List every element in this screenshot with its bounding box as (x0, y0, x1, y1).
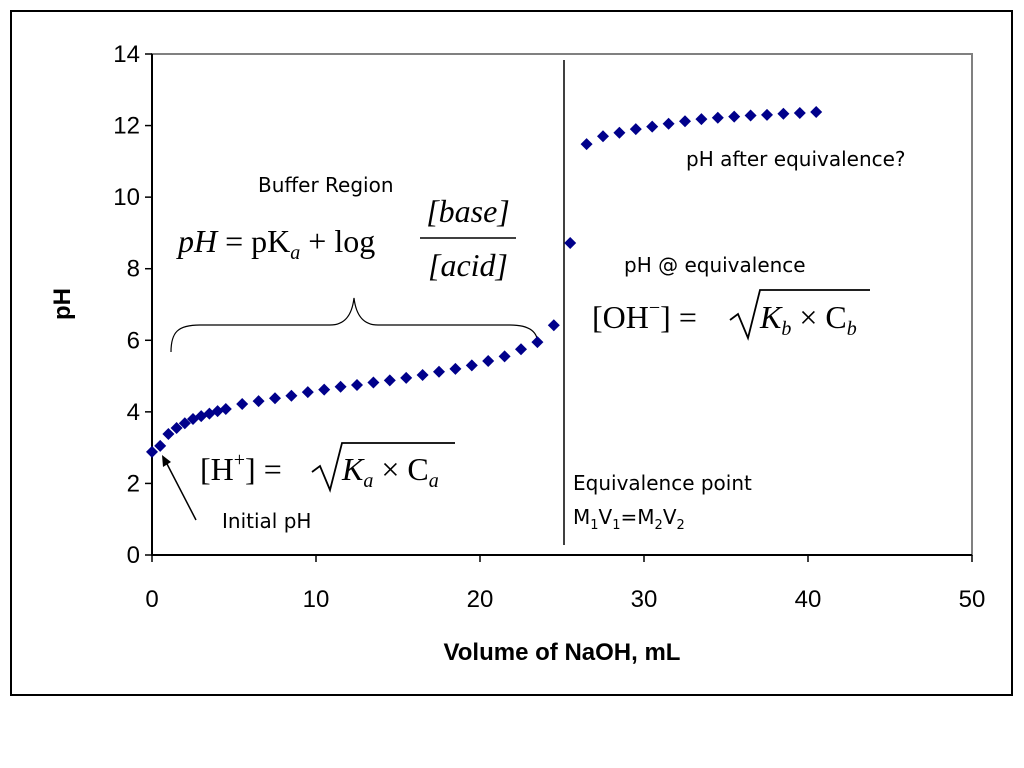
data-point (269, 392, 281, 405)
data-point (728, 110, 741, 123)
y-tick-label: 14 (113, 41, 140, 68)
buffer-equation-denominator: [acid] (428, 247, 508, 283)
data-point (334, 380, 347, 393)
after-equivalence-label: pH after equivalence? (686, 147, 906, 171)
data-point (531, 336, 544, 349)
data-point (301, 386, 314, 399)
initial-ph-arrowhead (162, 455, 171, 467)
data-point (236, 397, 249, 410)
y-ticks: 0 2 4 6 8 10 12 14 (113, 41, 152, 569)
x-tick-label: 0 (145, 586, 158, 613)
data-point (777, 107, 790, 120)
equivalence-equation: [OH−] = Kb × Cb (592, 289, 870, 341)
y-tick-label: 2 (127, 470, 140, 497)
data-point (711, 111, 724, 124)
data-point (629, 123, 642, 136)
x-tick-label: 10 (303, 586, 330, 613)
initial-ph-label: Initial pH (222, 509, 311, 533)
data-point (449, 362, 462, 375)
chart-frame (10, 10, 1013, 696)
data-point (154, 439, 167, 452)
data-point (465, 359, 478, 372)
data-point (146, 445, 158, 458)
y-axis-title: pH (49, 288, 76, 320)
data-point (416, 368, 429, 381)
buffer-equation-numerator: [base] (426, 193, 510, 229)
initial-ph-arrow (165, 461, 197, 521)
data-markers (146, 105, 823, 458)
svg-text:pH = pKa + log: pH = pKa + log (176, 223, 375, 264)
x-ticks: 0 10 20 30 40 50 (145, 555, 985, 613)
x-tick-label: 40 (795, 586, 822, 613)
data-point (744, 109, 757, 122)
y-tick-label: 6 (127, 327, 140, 354)
data-point (170, 421, 183, 434)
m1v1-m2v2-label: M1V1=M2V2 (573, 505, 685, 533)
data-point (482, 355, 495, 368)
data-point (761, 108, 773, 121)
data-point (400, 371, 413, 384)
svg-text:Ka × Ca: Ka × Ca (341, 451, 439, 492)
at-equivalence-label: pH @ equivalence (624, 253, 806, 277)
data-point (810, 105, 823, 118)
data-point (252, 395, 265, 408)
data-point (662, 117, 675, 130)
data-point (580, 138, 593, 151)
buffer-region-label: Buffer Region (258, 173, 394, 197)
buffer-equation: pH = pKa + log [base] [acid] (176, 193, 516, 283)
data-point (318, 383, 331, 396)
data-point (547, 319, 560, 332)
equivalence-point-label: Equivalence point (573, 471, 752, 495)
data-point (498, 350, 511, 363)
y-tick-label: 4 (127, 399, 140, 426)
data-point (211, 405, 224, 418)
data-point (613, 126, 626, 139)
data-point (367, 376, 380, 389)
data-point (383, 374, 396, 387)
svg-text:[OH−] =: [OH−] = (592, 297, 697, 335)
data-point (695, 113, 708, 126)
data-point (285, 389, 298, 402)
x-tick-label: 50 (959, 586, 986, 613)
data-point (793, 107, 806, 120)
initial-ph-equation: [H+] = Ka × Ca (200, 442, 455, 493)
data-point (597, 130, 609, 143)
data-point (679, 115, 691, 128)
data-point (178, 417, 191, 430)
y-tick-label: 10 (113, 184, 140, 211)
data-point (515, 343, 527, 356)
data-point (433, 365, 445, 378)
data-point (351, 379, 363, 392)
svg-text:Kb × Cb: Kb × Cb (759, 299, 857, 340)
data-point (162, 428, 175, 441)
x-tick-label: 30 (631, 586, 658, 613)
data-point (564, 236, 577, 249)
data-point (219, 402, 232, 415)
buffer-region-brace (170, 297, 539, 353)
y-tick-label: 8 (127, 256, 140, 283)
data-point (646, 120, 659, 133)
svg-text:[H+] =: [H+] = (200, 449, 282, 487)
y-tick-label: 12 (113, 113, 140, 140)
y-tick-label: 0 (127, 542, 140, 569)
x-axis-title: Volume of NaOH, mL (444, 639, 681, 666)
x-tick-label: 20 (467, 586, 494, 613)
